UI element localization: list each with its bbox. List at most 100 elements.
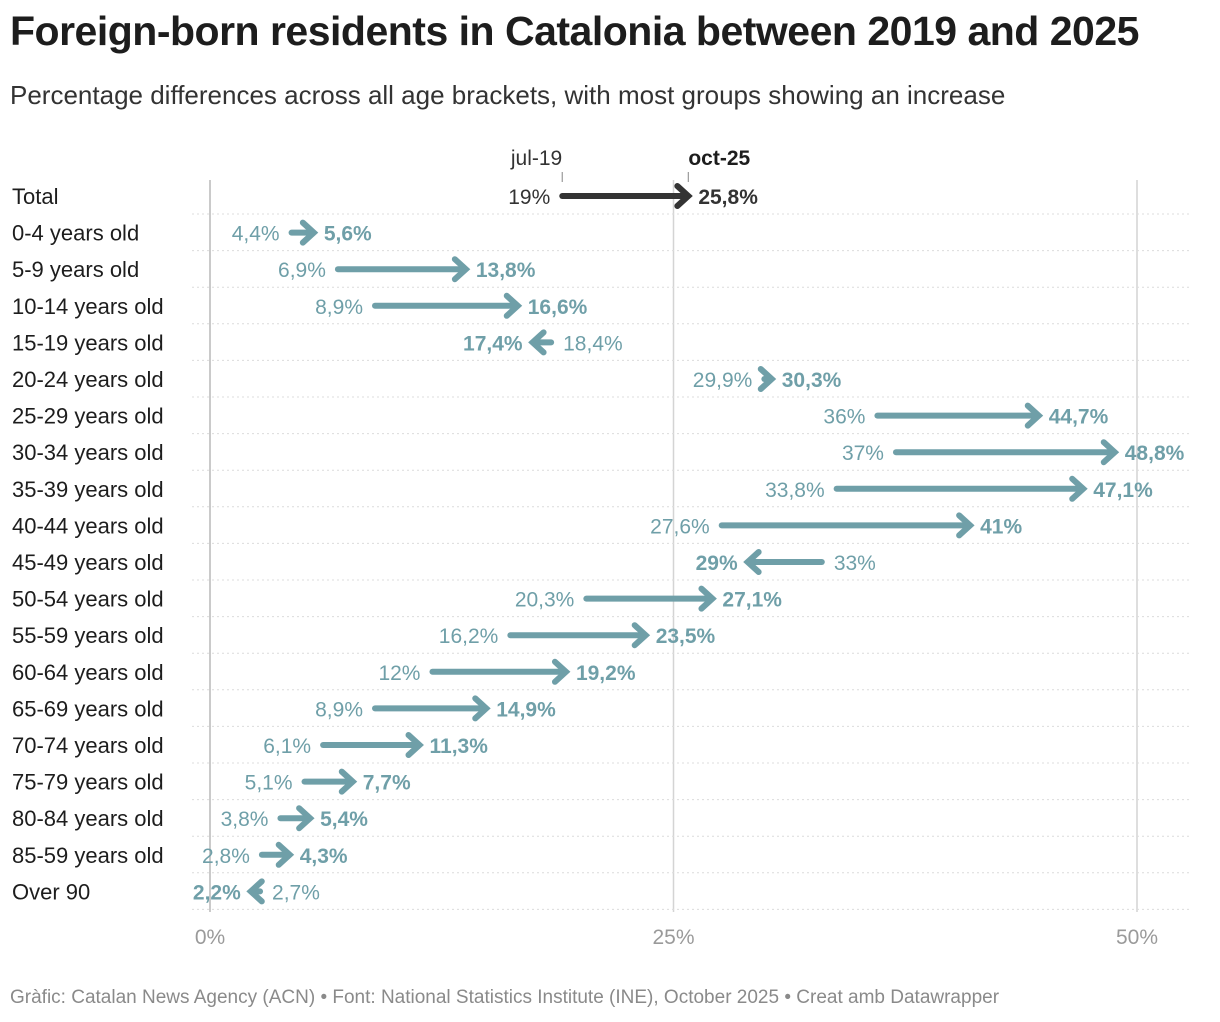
row-label: 70-74 years old [12, 733, 164, 758]
chart-footer: Gràfic: Catalan News Agency (ACN) • Font… [10, 987, 1000, 1008]
age-row: 0-4 years old 4,4% 5,6% [12, 219, 372, 246]
x-tick-label: 25% [652, 926, 694, 949]
age-row: 10-14 years old 8,9% 16,6% [12, 292, 588, 319]
row-label: 40-44 years old [12, 513, 164, 538]
age-row: 50-54 years old 20,3% 27,1% [12, 585, 782, 612]
age-row: 85-59 years old 2,8% 4,3% [12, 841, 348, 868]
to-value-label: 16,6% [528, 296, 588, 319]
from-value-label: 33,8% [765, 479, 825, 502]
from-value-label: 18,4% [563, 332, 623, 355]
to-value-label: 48,8% [1125, 442, 1185, 465]
change-arrow-head [472, 695, 491, 722]
change-arrow-head [528, 329, 547, 356]
legend: jul-19 oct-25 [510, 147, 751, 182]
x-axis: 0% 25% 50% [195, 926, 1158, 949]
from-value-label: 6,9% [278, 259, 326, 282]
rows-layer: Total 19% 25,8% 0-4 years old 4,4% 5,6% 5-9 ye… [12, 183, 1185, 905]
row-label: 80-84 years old [12, 806, 164, 831]
from-value-label: 33% [834, 552, 876, 575]
change-arrow-head [674, 183, 693, 209]
to-value-label: 29% [696, 552, 738, 575]
from-value-label: 36% [823, 406, 865, 429]
chart-title: Foreign-born residents in Catalonia betw… [10, 8, 1139, 54]
age-row: 30-34 years old 37% 48,8% [12, 439, 1185, 466]
to-value-label: 25,8% [698, 186, 758, 209]
chart-subtitle: Percentage differences across all age br… [10, 80, 1006, 110]
total-row: Total 19% 25,8% [12, 183, 758, 209]
to-value-label: 27,1% [722, 589, 782, 612]
change-arrow-head [296, 805, 315, 832]
to-value-label: 30,3% [782, 369, 842, 392]
from-value-label: 16,2% [439, 625, 499, 648]
change-arrow-head [743, 549, 762, 575]
from-value-label: 2,8% [202, 845, 250, 868]
arrow-chart: jul-19 oct-25 Total 19% 25,8% 0-4 years old 4… [12, 147, 1190, 949]
change-arrow-head [631, 622, 651, 649]
from-value-label: 5,1% [245, 772, 293, 795]
to-value-label: 4,3% [300, 845, 348, 868]
from-value-label: 8,9% [315, 698, 363, 721]
change-arrow-head [405, 732, 424, 758]
row-label: 20-24 years old [12, 367, 164, 392]
change-arrow-head [1100, 439, 1120, 466]
row-label: 10-14 years old [12, 294, 164, 319]
legend-to-label: oct-25 [688, 147, 750, 170]
row-label: 65-69 years old [12, 696, 164, 721]
age-row: 55-59 years old 16,2% 23,5% [12, 622, 716, 649]
age-row: 80-84 years old 3,8% 5,4% [12, 805, 368, 832]
row-label: 75-79 years old [12, 770, 164, 795]
row-label: 35-39 years old [12, 477, 164, 502]
to-value-label: 5,6% [324, 223, 372, 246]
to-value-label: 41% [980, 515, 1022, 538]
from-value-label: 3,8% [221, 808, 269, 831]
age-row: 25-29 years old 36% 44,7% [12, 402, 1109, 429]
row-label: 30-34 years old [12, 440, 164, 465]
age-row: 60-64 years old 12% 19,2% [12, 658, 636, 685]
to-value-label: 5,4% [320, 808, 368, 831]
from-value-label: 37% [842, 442, 884, 465]
to-value-label: 13,8% [476, 259, 536, 282]
change-arrow-head [503, 292, 523, 319]
from-value-label: 4,4% [232, 223, 280, 246]
to-value-label: 47,1% [1093, 479, 1153, 502]
from-value-label: 8,9% [315, 296, 363, 319]
from-value-label: 6,1% [263, 735, 311, 758]
age-row: 45-49 years old 33% 29% [12, 549, 876, 575]
change-arrow-head [275, 841, 295, 868]
row-label: 5-9 years old [12, 257, 139, 282]
change-arrow-head [246, 878, 265, 905]
change-arrow-head [956, 512, 975, 539]
row-label: 85-59 years old [12, 843, 164, 868]
to-value-label: 19,2% [576, 662, 636, 685]
row-label: 15-19 years old [12, 330, 164, 355]
age-row: 35-39 years old 33,8% 47,1% [12, 475, 1153, 502]
row-label: 60-64 years old [12, 660, 164, 685]
row-label: Over 90 [12, 879, 90, 904]
age-row: 20-24 years old 29,9% 30,3% [12, 366, 842, 392]
legend-from-label: jul-19 [510, 147, 562, 170]
age-row: 70-74 years old 6,1% 11,3% [12, 732, 489, 758]
from-value-label: 12% [378, 662, 420, 685]
change-arrow-head [698, 585, 717, 612]
to-value-label: 7,7% [363, 772, 411, 795]
from-value-label: 19% [508, 186, 550, 209]
change-arrow-head [451, 256, 471, 283]
age-row: 5-9 years old 6,9% 13,8% [12, 256, 536, 283]
to-value-label: 2,2% [193, 881, 241, 904]
change-arrow-head [299, 219, 319, 246]
x-tick-label: 0% [195, 926, 225, 949]
to-value-label: 11,3% [430, 735, 489, 758]
row-label: 45-49 years old [12, 550, 164, 575]
to-value-label: 44,7% [1049, 406, 1109, 429]
grid-layer [192, 180, 1190, 912]
from-value-label: 27,6% [650, 515, 710, 538]
to-value-label: 14,9% [496, 698, 556, 721]
change-arrow-head [1024, 402, 1044, 429]
change-arrow-head [551, 658, 571, 685]
age-row: 40-44 years old 27,6% 41% [12, 512, 1022, 539]
row-label: 50-54 years old [12, 587, 164, 612]
x-tick-label: 50% [1116, 926, 1158, 949]
change-arrow-head [338, 768, 358, 795]
age-row: 15-19 years old 18,4% 17,4% [12, 329, 623, 356]
age-row: 75-79 years old 5,1% 7,7% [12, 768, 411, 795]
